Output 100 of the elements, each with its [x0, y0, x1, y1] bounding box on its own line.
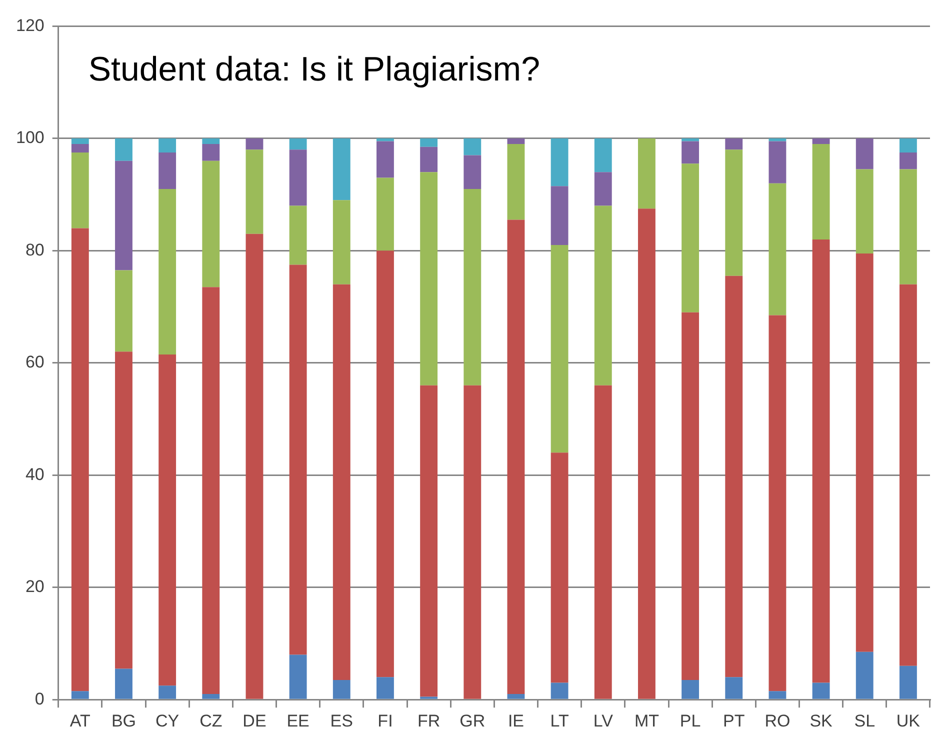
- bar: [289, 150, 307, 206]
- bar: [725, 677, 743, 699]
- bar: [71, 144, 89, 152]
- bar: [158, 354, 176, 686]
- bar: [507, 220, 525, 694]
- bar: [682, 680, 700, 699]
- bar: [202, 138, 220, 144]
- x-tick-label: GR: [460, 711, 486, 730]
- y-tick-label: 40: [25, 464, 44, 484]
- bar: [332, 680, 350, 699]
- bar: [420, 172, 438, 386]
- bar: [856, 138, 874, 170]
- bar: [420, 385, 438, 697]
- bar: [768, 691, 786, 699]
- bar: [115, 270, 132, 352]
- bar: [507, 138, 525, 144]
- bar: [202, 287, 220, 694]
- x-tick-label: FI: [378, 711, 393, 730]
- bar: [725, 150, 743, 276]
- x-tick-label: IE: [508, 711, 524, 730]
- bar: [115, 668, 132, 699]
- bar: [856, 253, 874, 652]
- x-tick-label: RO: [764, 711, 790, 730]
- bar: [202, 694, 220, 699]
- bar: [246, 150, 264, 234]
- y-tick-label: 0: [34, 689, 44, 708]
- bar: [464, 385, 482, 699]
- y-tick-label: 20: [25, 577, 44, 596]
- x-tick-label: PL: [680, 711, 701, 730]
- bar: [768, 183, 786, 316]
- bar: [246, 234, 264, 699]
- x-tick-label: AT: [70, 711, 90, 730]
- x-tick-label: DE: [242, 711, 266, 730]
- bar: [812, 144, 830, 240]
- x-tick-label: CZ: [200, 711, 222, 730]
- bar: [376, 250, 394, 678]
- bar: [376, 677, 394, 699]
- bar: [115, 138, 132, 161]
- y-tick-label: 60: [25, 352, 44, 372]
- bar: [682, 141, 700, 164]
- x-tick-label: CY: [156, 711, 180, 730]
- bar: [812, 682, 830, 699]
- bar: [332, 284, 350, 680]
- x-tick-label: UK: [896, 711, 921, 730]
- x-tick-label: FR: [417, 711, 440, 730]
- bar: [332, 138, 350, 200]
- bar: [115, 352, 132, 669]
- bar: [768, 141, 786, 184]
- bar: [464, 188, 482, 386]
- bar: [768, 315, 786, 692]
- bar: [594, 138, 612, 172]
- x-tick-label: MT: [634, 711, 659, 730]
- bar: [550, 138, 568, 186]
- bar: [725, 138, 743, 150]
- bar: [682, 312, 700, 680]
- bar: [71, 691, 89, 699]
- bar: [202, 160, 220, 288]
- bar: [332, 200, 350, 284]
- bar: [71, 138, 89, 144]
- bar: [202, 144, 220, 161]
- bar: [71, 228, 89, 692]
- bar: [550, 245, 568, 453]
- x-tick-label: BG: [111, 711, 136, 730]
- bar: [725, 276, 743, 678]
- bar: [812, 138, 830, 144]
- bar: [638, 208, 656, 699]
- bar: [550, 186, 568, 246]
- bar: [289, 264, 307, 655]
- bar: [594, 206, 612, 386]
- x-tick-label: SK: [810, 711, 834, 730]
- bar: [464, 138, 482, 156]
- x-tick-label: PT: [723, 711, 745, 730]
- bar: [420, 146, 438, 172]
- x-tick-label: LT: [550, 711, 569, 730]
- bar: [638, 138, 656, 209]
- y-tick-label: 100: [16, 128, 44, 148]
- y-tick-label: 80: [25, 240, 44, 260]
- bar: [507, 144, 525, 220]
- bar: [158, 686, 176, 699]
- bar: [594, 385, 612, 699]
- bar: [289, 206, 307, 265]
- y-tick-label: 120: [16, 16, 44, 35]
- bar: [899, 152, 917, 170]
- bar: [376, 178, 394, 251]
- bar: [420, 138, 438, 147]
- bar: [899, 284, 917, 666]
- bar: [899, 666, 917, 699]
- bar: [464, 155, 482, 189]
- bar: [682, 164, 700, 312]
- bar: [376, 141, 394, 178]
- x-tick-label: EE: [286, 711, 310, 730]
- bar: [158, 152, 176, 189]
- bar: [550, 452, 568, 683]
- bar: [115, 160, 132, 270]
- text: Student data: Is it Plagiarism?: [88, 50, 540, 89]
- x-tick-label: ES: [330, 711, 353, 730]
- bar: [899, 169, 917, 284]
- bar: [158, 138, 176, 152]
- x-tick-label: LV: [593, 711, 614, 730]
- bar: [899, 138, 917, 152]
